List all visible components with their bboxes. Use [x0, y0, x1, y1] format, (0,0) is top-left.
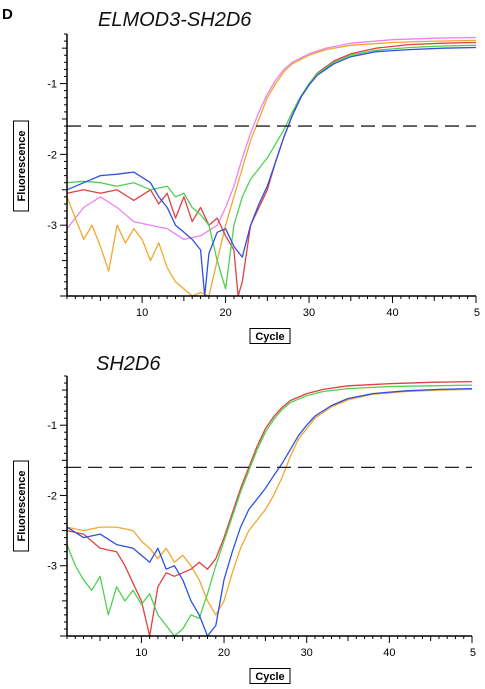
y-tick-label: -2	[47, 149, 57, 161]
series-line-2	[67, 380, 472, 636]
series-line-1	[67, 36, 476, 241]
x-tick-label: 20	[218, 647, 230, 659]
panel-letter: D	[2, 6, 13, 23]
y-axis-label-box	[13, 120, 29, 212]
y-tick-label: -3	[47, 220, 57, 232]
series-line-3	[67, 41, 476, 296]
x-axis-label: Cycle	[255, 671, 284, 683]
y-axis-label-box	[13, 460, 29, 552]
series-line-5	[67, 46, 476, 296]
series-line-4	[67, 44, 476, 290]
chart-title: ELMOD3-SH2D6	[98, 9, 252, 31]
y-tick-label: -1	[47, 420, 57, 432]
series-line-4	[67, 387, 472, 636]
y-axis-label: Fluorescence	[16, 131, 28, 202]
x-tick-label: 40	[383, 647, 395, 659]
series-line-1	[67, 388, 472, 616]
x-axis-label-box	[249, 668, 291, 684]
y-tick-label: -2	[47, 490, 57, 502]
series-line-3	[67, 384, 472, 636]
y-tick-label: -3	[47, 561, 57, 573]
series-group	[67, 36, 476, 296]
y-axis-label: Fluorescence	[16, 471, 28, 542]
y-tick-label: -1	[47, 79, 57, 91]
x-tick-label: 10	[135, 647, 147, 659]
y-axis-label-group: Fluorescence	[13, 460, 29, 552]
chart-elmod3-sh2d6: ELMOD3-SH2D6 -1 -2 -3 10 20 30 40 5 Cycle Fluoresc…	[13, 9, 480, 344]
x-tick-label: 30	[301, 647, 313, 659]
x-tick-label: 20	[219, 307, 231, 319]
x-tick-label: 10	[136, 307, 148, 319]
series-group	[67, 380, 472, 636]
x-tick-label: 40	[386, 307, 398, 319]
series-line-2	[67, 39, 476, 296]
x-tick-label: 30	[303, 307, 315, 319]
chart-title: SH2D6	[96, 353, 161, 375]
x-axis-label-box	[249, 328, 291, 344]
x-tick-label: 5	[470, 647, 476, 659]
x-axis-label: Cycle	[255, 331, 284, 343]
chart-sh2d6: SH2D6 -1 -2 -3 10 20 30 40 5 Cycle Fluorescence	[13, 353, 476, 684]
y-axis-label-group: Fluorescence	[13, 120, 29, 212]
x-tick-label: 5	[474, 307, 480, 319]
